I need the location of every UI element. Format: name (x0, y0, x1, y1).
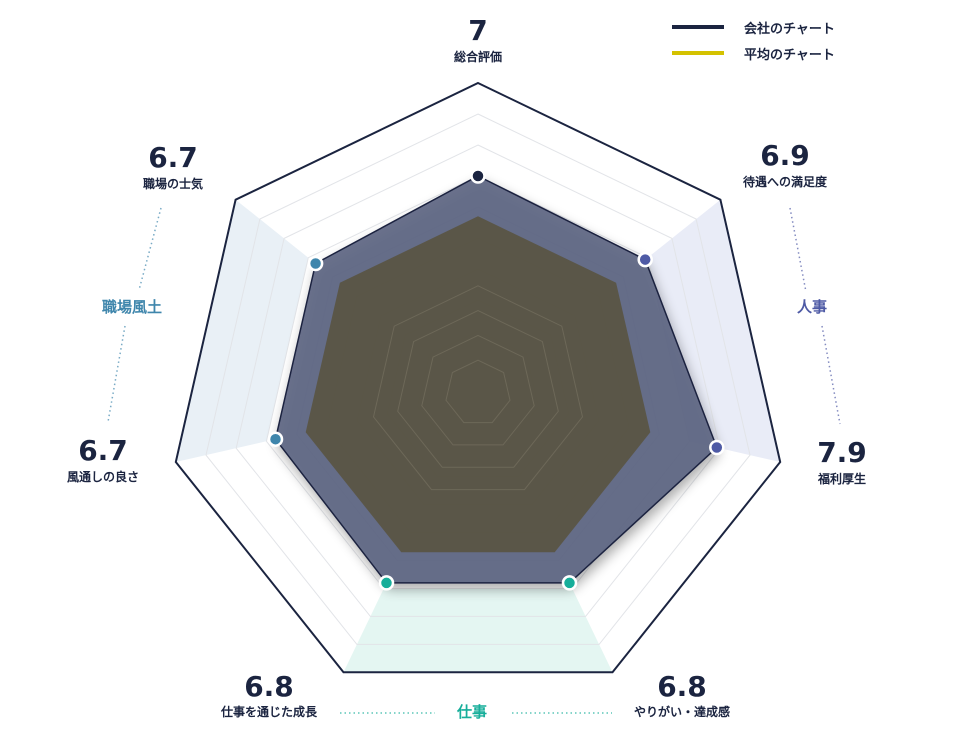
inner-grid-ring-2 (421, 334, 535, 446)
legend-item-average: 平均のチャート (672, 40, 835, 66)
group-band-shigoto (343, 588, 613, 673)
data-point-2 (637, 251, 653, 268)
category-label-5: 仕事を通じた成長 (220, 704, 318, 719)
category-value-5: 6.8 (244, 670, 294, 703)
category-label-4: やりがい・達成感 (634, 704, 730, 719)
inner-grid-ring-3 (397, 310, 559, 468)
legend-swatch-company (672, 25, 724, 29)
category-label-3: 福利厚生 (817, 471, 866, 486)
legend-item-company: 会社のチャート (672, 14, 835, 40)
group-label-jinji: 人事 (797, 298, 827, 316)
group-band-shokuba (175, 199, 309, 462)
legend: 会社のチャート 平均のチャート (672, 14, 835, 66)
category-value-2: 6.9 (760, 139, 810, 172)
category-label-6: 風通しの良さ (67, 469, 139, 484)
category-value-3: 7.9 (817, 436, 867, 469)
group-connector-shokuba-2 (107, 325, 126, 423)
category-value-6: 6.7 (78, 434, 128, 467)
radar-outer-frame (174, 81, 782, 674)
data-point-1 (470, 168, 486, 184)
group-connector-jinji-2 (821, 325, 841, 425)
category-label-1: 総合評価 (454, 49, 502, 64)
category-label-7: 職場の士気 (143, 176, 203, 191)
legend-label-company: 会社のチャート (744, 21, 835, 37)
data-point-6 (267, 431, 284, 447)
inner-grid-ring-4 (372, 285, 584, 491)
inner-grid-ring-1 (445, 359, 511, 424)
category-value-7: 6.7 (148, 141, 198, 174)
grid-ring-8 (235, 144, 721, 617)
group-label-shigoto: 仕事 (456, 703, 487, 721)
data-point-3 (709, 439, 725, 456)
grid-ring-9 (205, 113, 751, 645)
legend-label-average: 平均のチャート (744, 47, 835, 63)
category-value-1: 7 (468, 14, 487, 47)
data-point-5 (378, 575, 395, 591)
legend-swatch-average (672, 51, 724, 55)
series-average-area (305, 216, 651, 553)
category-label-2: 待遇への満足度 (743, 174, 828, 189)
group-label-shokuba: 職場風土 (102, 298, 162, 316)
data-point-4 (561, 575, 578, 591)
group-connector-jinji-1 (789, 207, 807, 293)
category-value-4: 6.8 (657, 670, 707, 703)
data-point-7 (307, 255, 324, 272)
group-connector-shokuba-1 (138, 207, 162, 291)
